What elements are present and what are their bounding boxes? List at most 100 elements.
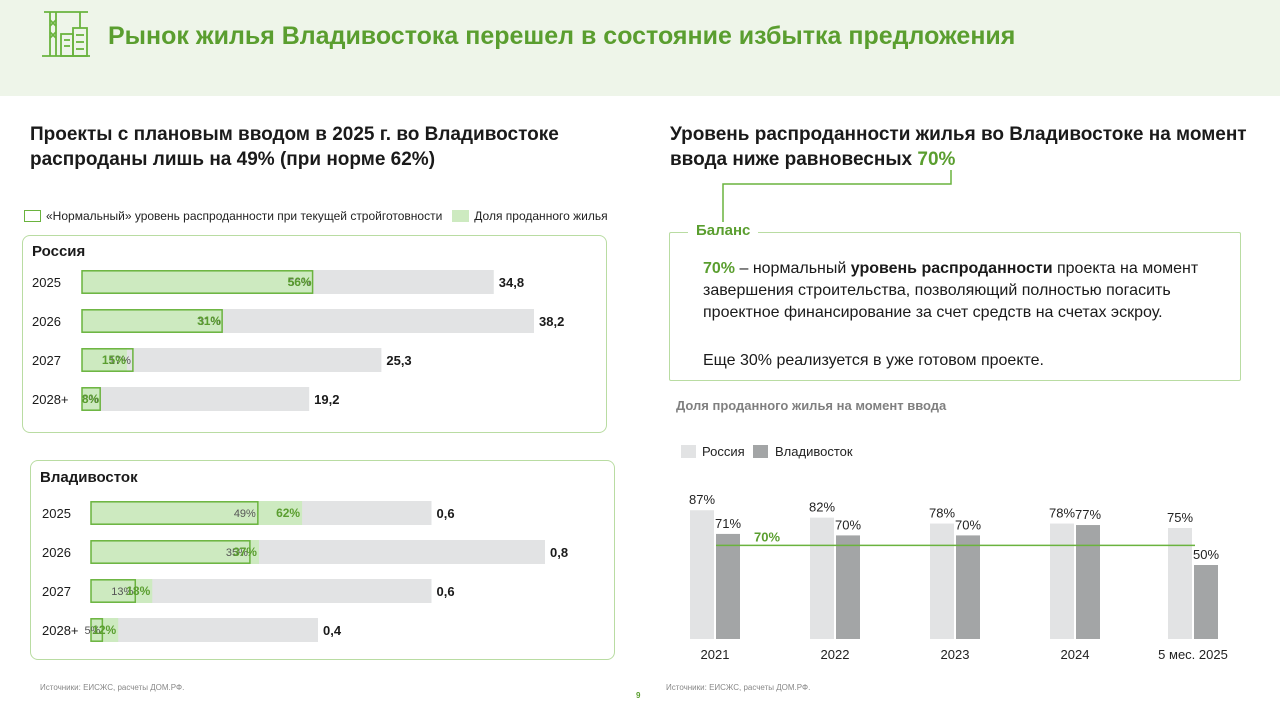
chart-vladivostok: 2025 49% 62% 0,6 2026 35%37% 0,8 2027 13%18% 0,6 2… (42, 501, 568, 642)
normal-pct-label: 31% (198, 316, 220, 328)
balance-pct: 70% (703, 260, 736, 277)
source-right: Источники: ЕИСЖС, расчеты ДОМ.РФ. (666, 683, 811, 692)
panel-vladivostok-title: Владивосток (40, 469, 138, 486)
panel-vladivostok (30, 460, 615, 660)
year-label: 2028+ (32, 392, 69, 407)
year-label: 2025 (32, 275, 61, 290)
balance-text-bold: уровень распроданности (850, 260, 1053, 277)
balance-label: Баланс (688, 222, 759, 239)
total-value-label: 25,3 (386, 353, 411, 368)
page-title: Рынок жилья Владивостока перешел в состо… (108, 22, 1016, 50)
normal-level-outline (81, 309, 223, 333)
year-label: 2027 (42, 584, 71, 599)
balance-text-2: Еще 30% реализуется в уже готовом проект… (703, 352, 1044, 369)
normal-level-outline (81, 270, 314, 294)
normal-pct-label: 56% (289, 277, 311, 289)
year-label: 2025 (42, 506, 71, 521)
normal-level-outline (90, 540, 251, 564)
legend-swatch-vladivostok (753, 445, 768, 458)
legend: «Нормальный» уровень распроданности при … (24, 208, 608, 224)
sold-share-bar (91, 618, 119, 642)
value-label-vladivostok: 70% (835, 517, 861, 532)
sold-share-bar (91, 501, 303, 525)
building-construction-icon (42, 11, 90, 57)
sold-share-bar (91, 540, 259, 564)
panel-russia-title: Россия (32, 243, 86, 260)
x-tick-label: 2024 (1061, 647, 1090, 662)
value-label-vladivostok: 70% (955, 517, 981, 532)
balance-box (669, 232, 1241, 381)
bar-russia (930, 523, 954, 639)
legend-swatch-normal (24, 210, 41, 222)
bar-russia (1168, 528, 1192, 639)
chart-sold-at-completion: Россия Владивосток87%71%202182%70%202278%… (681, 444, 1228, 662)
left-title-line1: Проекты с плановым вводом в 2025 г. во В… (30, 124, 559, 145)
legend-label-normal: «Нормальный» уровень распроданности при … (46, 209, 443, 223)
normal-level-outline (90, 618, 104, 642)
bar-vladivostok (1076, 525, 1100, 639)
legend-label-sold: Доля проданного жилья (474, 209, 608, 223)
bar-russia (810, 517, 834, 639)
balance-text-a: – нормальный (735, 260, 851, 277)
panel-russia (22, 235, 607, 433)
normal-level-outline (90, 579, 137, 603)
year-label: 2026 (32, 314, 61, 329)
legend-label-vladivostok: Владивосток (775, 444, 853, 459)
total-value-label: 34,8 (499, 275, 524, 290)
year-label: 2026 (42, 545, 71, 560)
total-value-label: 19,2 (314, 392, 339, 407)
x-tick-label: 5 мес. 2025 (1158, 647, 1228, 662)
total-value-label: 0,6 (437, 506, 455, 521)
sold-pct-label: 18% (126, 584, 150, 598)
total-bar (82, 387, 310, 411)
left-section-title: Проекты с плановым вводом в 2025 г. во В… (30, 122, 620, 172)
right-title-highlight: 70% (917, 149, 956, 170)
value-label-vladivostok: 50% (1193, 547, 1219, 562)
legend-label-russia: Россия (702, 444, 745, 459)
normal-pct-label: 35% (226, 547, 248, 559)
value-label-russia: 78% (1049, 506, 1075, 521)
normal-pct-label: 49% (234, 508, 256, 520)
balance-text-b: проекта на момент завершения строительст… (703, 260, 1199, 321)
x-tick-label: 2023 (941, 647, 970, 662)
normal-pct-label: 8% (82, 394, 98, 406)
normal-pct-label: 13% (111, 586, 133, 598)
sold-share-bar (82, 309, 223, 333)
balance-text: 70% – нормальный уровень распроданности … (703, 258, 1233, 324)
sold-pct-label: 62% (276, 506, 300, 520)
header-band: Рынок жилья Владивостока перешел в состо… (0, 0, 1280, 96)
sold-share-bar (82, 270, 313, 294)
normal-level-outline (81, 387, 101, 411)
value-label-vladivostok: 71% (715, 516, 741, 531)
value-label-vladivostok: 77% (1075, 507, 1101, 522)
sold-pct-label: 31% (197, 314, 221, 328)
legend-swatch-sold (452, 210, 470, 222)
year-label: 2028+ (42, 623, 79, 638)
x-tick-label: 2022 (821, 647, 850, 662)
bar-russia (690, 510, 714, 639)
sold-pct-label: 12% (92, 623, 116, 637)
total-value-label: 0,4 (323, 623, 342, 638)
normal-level-outline (90, 501, 259, 525)
value-label-russia: 75% (1167, 510, 1193, 525)
right-title-line2-text: ввода ниже равновесных (670, 149, 918, 170)
sold-pct-label: 15% (102, 353, 126, 367)
total-bar (82, 348, 382, 372)
value-label-russia: 78% (929, 506, 955, 521)
bar-russia (1050, 523, 1074, 639)
bar-vladivostok (1194, 565, 1218, 639)
normal-pct-label: 17% (109, 355, 131, 367)
sold-share-bar (82, 387, 101, 411)
total-bar (91, 618, 318, 642)
right-title-line1: Уровень распроданности жилья во Владивос… (670, 124, 1247, 145)
sold-share-bar (82, 348, 127, 372)
right-title-line2: ввода ниже равновесных 70% (670, 147, 1280, 172)
value-label-russia: 87% (689, 492, 715, 507)
sold-pct-label: 37% (233, 545, 257, 559)
sold-pct-label: 8% (82, 392, 100, 406)
legend-swatch-russia (681, 445, 696, 458)
year-label: 2027 (32, 353, 61, 368)
page-number: 9 (636, 691, 641, 700)
normal-level-outline (81, 348, 134, 372)
